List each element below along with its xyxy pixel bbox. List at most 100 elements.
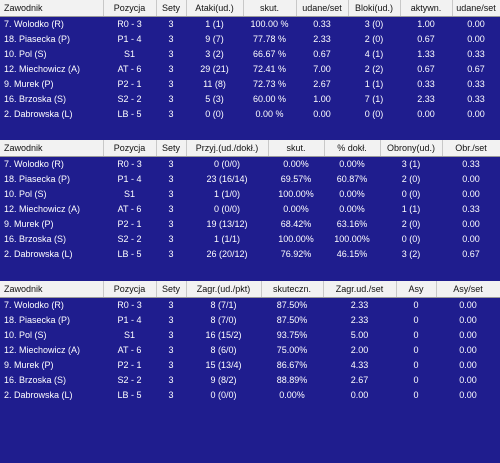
player-name-cell: 9. Murek (P) — [4, 78, 54, 89]
stat-cell: 1 (1) — [364, 78, 384, 89]
column-header-player-col[interactable]: Zawodnik — [0, 0, 104, 17]
stat-cell: 0 — [413, 344, 419, 355]
stat-cell: S1 — [123, 48, 135, 59]
table-row[interactable]: 9. Murek (P) P2 - 1 3 11 (8) 72.73 % 2.67 1 (1… — [0, 76, 500, 91]
table-row[interactable]: 2. Dabrowska (L) LB - 5 3 0 (0) 0.00 % 0.00 0 … — [0, 106, 500, 121]
table-row[interactable]: 12. Miechowicz (A) AT - 6 3 8 (6/0) 75.00% 2.… — [0, 342, 500, 357]
stat-cell: 1 (1/1) — [213, 233, 240, 244]
table-row[interactable]: 7. Wolodko (R) R0 - 3 3 8 (7/1) 87.50% 2.33 0 0… — [0, 297, 500, 312]
column-header-stat3-col[interactable]: Zagr.ud./set — [323, 281, 397, 298]
stat-cell: 0.67 — [462, 248, 480, 259]
stat-cell: 3 — [168, 374, 174, 385]
column-header-stat5-col[interactable]: aktywn. — [400, 0, 453, 17]
column-header-stat4-col[interactable]: Asy — [396, 281, 437, 298]
column-header-position-col[interactable]: Pozycja — [103, 281, 157, 298]
table-row[interactable]: 7. Wolodko (R) R0 - 3 3 0 (0/0) 0.00% 0.00% 3 … — [0, 156, 500, 171]
stat-cell: 60.00 % — [252, 93, 287, 104]
stat-cell: 0 (0) — [205, 108, 224, 119]
column-header-stat3-col[interactable]: % dokł. — [324, 140, 381, 157]
table-row[interactable]: 16. Brzoska (S) S2 - 2 3 1 (1/1) 100.00% 100.… — [0, 231, 500, 246]
stat-cell: 3 (2) — [205, 48, 224, 59]
table-row[interactable]: 9. Murek (P) P2 - 1 3 19 (13/12) 68.42% 63.16… — [0, 216, 500, 231]
stat-cell: 75.00% — [276, 344, 308, 355]
table-row[interactable]: 18. Piasecka (P) P1 - 4 3 8 (7/0) 87.50% 2.33… — [0, 312, 500, 327]
column-header-sets-col[interactable]: Sety — [156, 281, 187, 298]
column-header-player-col[interactable]: Zawodnik — [0, 140, 104, 157]
column-header-stat3-col[interactable]: udane/set — [296, 0, 349, 17]
table-row[interactable]: 16. Brzoska (S) S2 - 2 3 9 (8/2) 88.89% 2.67 0… — [0, 372, 500, 387]
stat-cell: 11 (8) — [203, 78, 226, 89]
table-row[interactable]: 10. Pol (S) S1 3 3 (2) 66.67 % 0.67 4 (1) 1.33 0… — [0, 46, 500, 61]
stat-cell: 3 — [168, 218, 174, 229]
stat-cell: 8 (7/1) — [210, 299, 237, 310]
stat-cell: 23 (16/14) — [206, 173, 248, 184]
stat-cell: LB - 5 — [117, 108, 142, 119]
column-header-position-col[interactable]: Pozycja — [103, 0, 157, 17]
column-header-player-col[interactable]: Zawodnik — [0, 281, 104, 298]
column-header-stat1-col[interactable]: Ataki(ud.) — [186, 0, 244, 17]
stat-cell: R0 - 3 — [117, 18, 142, 29]
table-row[interactable]: 7. Wolodko (R) R0 - 3 3 1 (1) 100.00 % 0.33 3 … — [0, 16, 500, 31]
stat-cell: 0.00 — [462, 188, 480, 199]
table-row[interactable]: 2. Dabrowska (L) LB - 5 3 0 (0/0) 0.00% 0.00 0… — [0, 387, 500, 402]
stat-cell: P1 - 4 — [117, 33, 142, 44]
stat-cell: 0.00 — [462, 218, 480, 229]
stat-cell: 0.67 — [417, 63, 435, 74]
stat-cell: 68.42% — [280, 218, 312, 229]
stat-cell: 3 (2) — [401, 248, 421, 259]
stat-cell: 0.33 — [467, 48, 485, 59]
table-row[interactable]: 10. Pol (S) S1 3 1 (1/0) 100.00% 0.00% 0 (0) 0.… — [0, 186, 500, 201]
stat-cell: 100.00 % — [250, 18, 289, 29]
stat-cell: AT - 6 — [117, 63, 142, 74]
column-header-stat5-col[interactable]: Obr./set — [442, 140, 500, 157]
column-header-stat4-col[interactable]: Bloki(ud.) — [348, 0, 401, 17]
stat-cell: 86.67% — [276, 359, 308, 370]
stat-cell: 0 (0/0) — [210, 389, 237, 400]
player-name-cell: 16. Brzoska (S) — [4, 233, 67, 244]
stat-cell: 0 (0) — [401, 233, 421, 244]
player-name-cell: 12. Miechowicz (A) — [4, 63, 81, 74]
table-row[interactable]: 9. Murek (P) P2 - 1 3 15 (13/4) 86.67% 4.33 0 0… — [0, 357, 500, 372]
column-header-stat1-col[interactable]: Zagr.(ud./pkt) — [186, 281, 262, 298]
stat-cell: 0.00% — [283, 158, 309, 169]
table-row[interactable]: 18. Piasecka (P) P1 - 4 3 9 (7) 77.78 % 2.33 2… — [0, 31, 500, 46]
column-header-stat2-col[interactable]: skuteczn. — [261, 281, 324, 298]
stat-cell: 1.00 — [417, 18, 435, 29]
stat-cell: 0.00 — [459, 359, 477, 370]
table-row[interactable]: 10. Pol (S) S1 3 16 (15/2) 93.75% 5.00 0 0.00 — [0, 327, 500, 342]
table-row[interactable]: 12. Miechowicz (A) AT - 6 3 0 (0/0) 0.00% 0.0… — [0, 201, 500, 216]
table-body: 7. Wolodko (R) R0 - 3 3 8 (7/1) 87.50% 2.33 0 0… — [0, 297, 500, 402]
table-body: 7. Wolodko (R) R0 - 3 3 0 (0/0) 0.00% 0.00% 3 … — [0, 156, 500, 261]
column-header-sets-col[interactable]: Sety — [156, 140, 187, 157]
stat-cell: 2.00 — [350, 344, 369, 355]
stat-cell: P1 - 4 — [117, 173, 142, 184]
stat-cell: 3 — [168, 78, 174, 89]
column-header-sets-col[interactable]: Sety — [156, 0, 187, 17]
column-header-stat6-col[interactable]: udane/set — [452, 0, 500, 17]
stat-cell: 66.67 % — [252, 48, 287, 59]
stat-cell: 5.00 — [350, 329, 369, 340]
column-header-stat1-col[interactable]: Przyj.(ud./dokł.) — [186, 140, 269, 157]
stat-cell: 3 — [168, 389, 174, 400]
stat-cell: 3 (1) — [401, 158, 421, 169]
stat-cell: 0.00 — [462, 233, 480, 244]
table-row[interactable]: 2. Dabrowska (L) LB - 5 3 26 (20/12) 76.92% 4… — [0, 246, 500, 261]
player-name-cell: 2. Dabrowska (L) — [4, 389, 73, 400]
column-header-stat2-col[interactable]: skut. — [268, 140, 325, 157]
column-header-stat4-col[interactable]: Obrony(ud.) — [380, 140, 443, 157]
table-row[interactable]: 18. Piasecka (P) P1 - 4 3 23 (16/14) 69.57% 6… — [0, 171, 500, 186]
stat-cell: 3 — [168, 33, 174, 44]
table-row[interactable]: 16. Brzoska (S) S2 - 2 3 5 (3) 60.00 % 1.00 7 … — [0, 91, 500, 106]
stat-cell: 0.00% — [339, 203, 365, 214]
player-name-cell: 16. Brzoska (S) — [4, 93, 67, 104]
stat-cell: 0.00 — [459, 389, 477, 400]
stat-cell: P2 - 1 — [117, 78, 142, 89]
column-header-position-col[interactable]: Pozycja — [103, 140, 157, 157]
column-header-stat2-col[interactable]: skut. — [243, 0, 297, 17]
stat-cell: 0.67 — [467, 63, 485, 74]
table-header-row: Zawodnik Pozycja Sety Ataki(ud.) skut. udane/… — [0, 0, 500, 17]
stat-cell: 3 — [168, 233, 174, 244]
stat-cell: S2 - 2 — [117, 233, 142, 244]
table-row[interactable]: 12. Miechowicz (A) AT - 6 3 29 (21) 72.41 % 7… — [0, 61, 500, 76]
column-header-stat5-col[interactable]: Asy/set — [436, 281, 500, 298]
